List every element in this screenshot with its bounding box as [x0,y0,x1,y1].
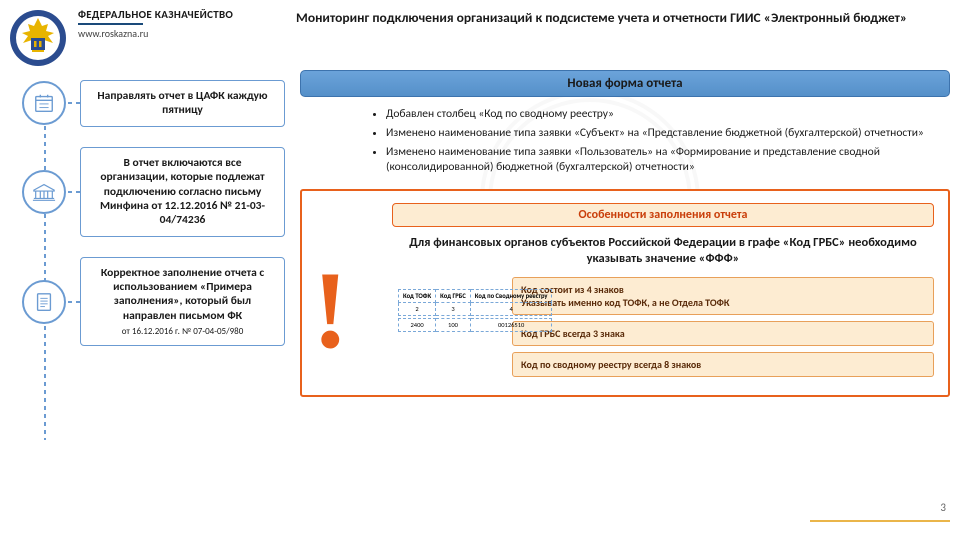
note-3: Код по сводному реестру всегда 8 знаков [512,352,934,377]
features-section: Особенности заполнения отчета Для финанс… [300,189,950,398]
document-icon [22,280,66,324]
left-item-1: Направлять отчет в ЦАФК каждую пятницу [0,80,285,127]
footer-accent-line [810,520,950,523]
bullet-1: Добавлен столбец «Код по сводному реестр… [386,107,950,122]
example-table: Код ТОФК Код ГРБС Код по Сводному реестр… [398,289,552,332]
changes-list: Добавлен столбец «Код по сводному реестр… [370,107,950,175]
features-header: Особенности заполнения отчета [392,203,934,227]
logo-emblem [8,8,68,68]
td-3: 00126510 [470,318,552,331]
td-2: 100 [436,318,471,331]
left-box-1: Направлять отчет в ЦАФК каждую пятницу [80,80,285,127]
left-item-2: В отчет включаются все организации, кото… [0,147,285,237]
report-form-banner: Новая форма отчета [300,70,950,97]
right-column: Новая форма отчета Добавлен столбец «Код… [300,70,950,397]
left-box-2: В отчет включаются все организации, кото… [80,147,285,237]
bullet-3: Изменено наименование типа заявки «Польз… [386,145,950,175]
exclamation-icon: ! [312,261,349,360]
bullet-2: Изменено наименование типа заявки «Субъе… [386,126,950,141]
calendar-icon [22,81,66,125]
tc-1: 2 [399,302,436,315]
left-column: Направлять отчет в ЦАФК каждую пятницу В… [0,80,285,366]
th-2: Код ГРБС [436,289,471,302]
note-2: Код ГРБС всегда 3 знака [512,321,934,346]
note-1: Код состоит из 4 знаков Указывать именно… [512,277,934,315]
left-item-3: Корректное заполнение отчета с использов… [0,257,285,347]
header-text-block: ФЕДЕРАЛЬНОЕ КАЗНАЧЕЙСТВО www.roskazna.ru [78,8,233,40]
features-text: Для финансовых органов субъектов Российс… [392,235,934,268]
tc-3: 4 [470,302,552,315]
slide-title: Мониторинг подключения организаций к под… [253,10,950,27]
header: ФЕДЕРАЛЬНОЕ КАЗНАЧЕЙСТВО www.roskazna.ru… [0,0,960,68]
building-icon [22,170,66,214]
th-3: Код по Сводному реестру [470,289,552,302]
page-number: 3 [940,501,946,514]
org-name: ФЕДЕРАЛЬНОЕ КАЗНАЧЕЙСТВО [78,8,233,21]
left-box-3-sub: от 16.12.2016 г. № 07-04-05/980 [91,326,274,337]
td-1: 2400 [399,318,436,331]
left-box-3-text: Корректное заполнение отчета с использов… [101,266,264,323]
tc-2: 3 [436,302,471,315]
th-1: Код ТОФК [399,289,436,302]
left-box-3: Корректное заполнение отчета с использов… [80,257,285,347]
site-url: www.roskazna.ru [78,23,233,40]
